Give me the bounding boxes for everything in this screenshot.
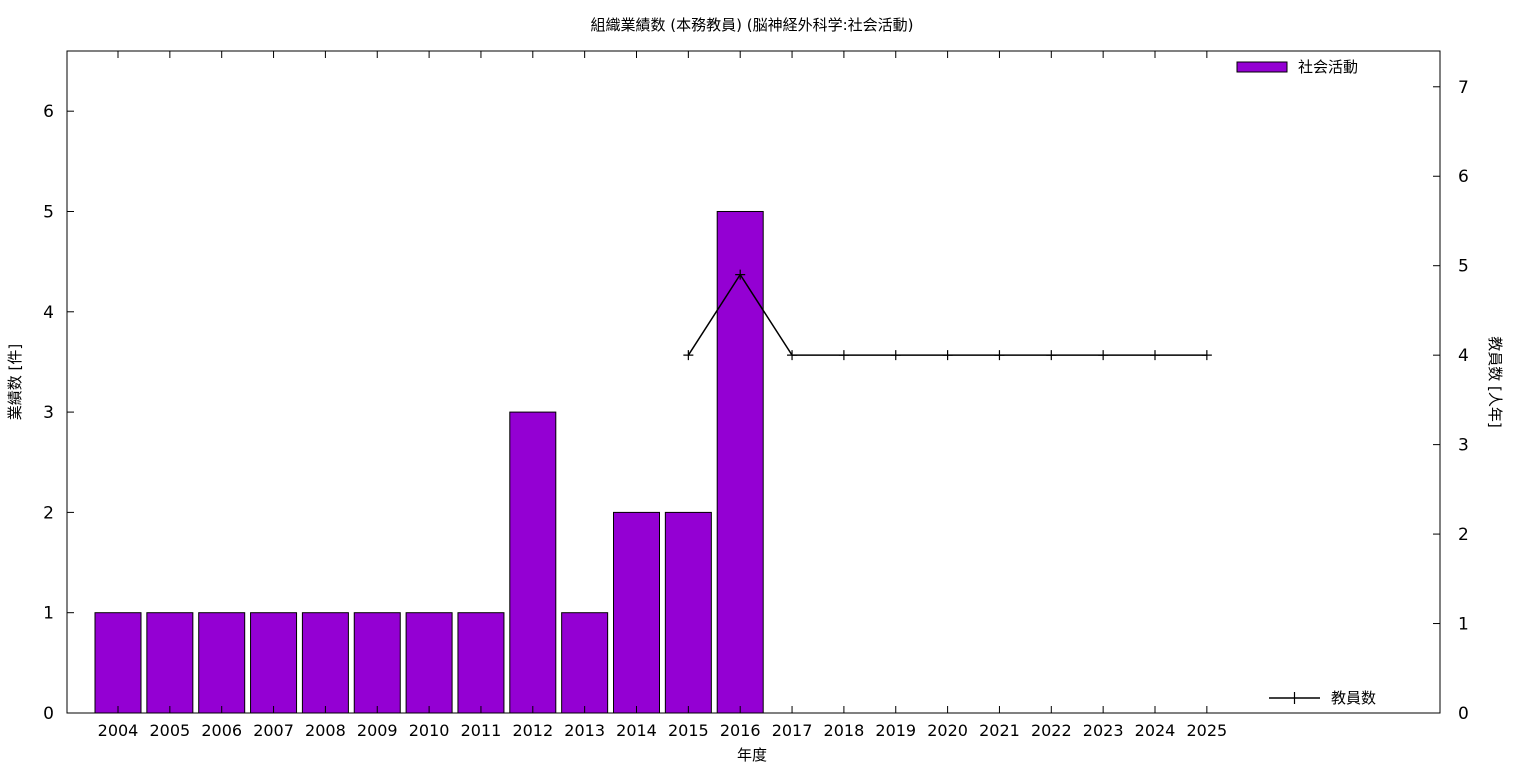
bar-2009	[353, 612, 401, 714]
bar-2014	[613, 511, 660, 714]
y2-axis-ticks: 0 1 2 3 4 5 6 7	[1433, 78, 1469, 724]
y-tick-label-5: 5	[43, 202, 54, 222]
line-point-2015	[683, 350, 694, 361]
line-path	[687, 273, 1207, 356]
bar-2013	[561, 612, 609, 714]
y2-tick-label-2: 2	[1458, 525, 1469, 545]
line-point-2024	[1150, 350, 1160, 361]
bar-series	[94, 210, 764, 714]
bar-2004	[94, 612, 142, 714]
x-tick-label-2008: 2008	[305, 721, 346, 740]
chart-title: 組織業績数 (本務教員) (脳神経外科学:社会活動)	[590, 16, 913, 34]
y-tick-label-6: 6	[43, 102, 54, 122]
line-point-2020	[942, 350, 953, 361]
line-point-2019	[890, 350, 901, 361]
y-tick-label-1: 1	[43, 604, 54, 624]
legend-line-label: 教員数	[1331, 689, 1376, 707]
line-point-2023	[1098, 350, 1109, 361]
y-tick-label-2: 2	[43, 503, 54, 523]
line-point-2018	[838, 350, 849, 361]
x-tick-label-2022: 2022	[1031, 721, 1072, 740]
x-tick-label-2010: 2010	[409, 721, 450, 740]
bar-2010	[405, 612, 453, 714]
y-axis-label: 業績数 [件]	[6, 344, 24, 420]
bar-2016	[716, 210, 764, 714]
y2-tick-label-1: 1	[1458, 615, 1469, 635]
bar-2006	[198, 612, 246, 714]
x-tick-label-2020: 2020	[927, 721, 968, 740]
x-tick-label-2011: 2011	[461, 721, 502, 740]
legend-line: 教員数	[1269, 689, 1376, 707]
x-tick-label-2023: 2023	[1083, 721, 1124, 740]
legend-bar-swatch	[1236, 61, 1288, 73]
bar-2012	[509, 411, 557, 714]
x-tick-label-2007: 2007	[253, 721, 294, 740]
y-tick-label-3: 3	[43, 403, 54, 423]
y-axis-ticks: 0 1 2 3 4 5 6	[43, 102, 74, 724]
y2-tick-label-5: 5	[1458, 257, 1469, 277]
x-tick-label-2019: 2019	[875, 721, 916, 740]
x-axis-ticks: 2004 2005 2006 2007 2008 2009 2010 2011 2012 2013…	[98, 51, 1227, 740]
bar-2015	[664, 511, 712, 714]
x-tick-label-2013: 2013	[564, 721, 605, 740]
line-point-2022	[1046, 350, 1057, 361]
line-point-2016	[735, 269, 746, 280]
line-series	[683, 269, 1212, 361]
y2-tick-label-0: 0	[1458, 704, 1469, 724]
bar-2007	[250, 612, 298, 714]
line-point-2017	[787, 350, 798, 361]
x-tick-label-2021: 2021	[979, 721, 1020, 740]
line-point-2021	[994, 350, 1005, 361]
y-tick-label-0: 0	[43, 704, 54, 724]
y-tick-label-4: 4	[43, 303, 54, 323]
x-tick-label-2015: 2015	[668, 721, 709, 740]
x-tick-label-2016: 2016	[720, 721, 761, 740]
x-tick-label-2025: 2025	[1186, 721, 1227, 740]
x-tick-label-2005: 2005	[149, 721, 190, 740]
legend-bar-label: 社会活動	[1298, 58, 1358, 76]
x-tick-label-2012: 2012	[512, 721, 553, 740]
y2-tick-label-3: 3	[1458, 436, 1469, 456]
bar-2008	[301, 612, 349, 714]
y2-axis-label: 教員数 [人年]	[1486, 336, 1504, 427]
line-point-2025	[1201, 350, 1212, 361]
legend-bars: 社会活動	[1236, 58, 1358, 76]
x-tick-label-2017: 2017	[772, 721, 813, 740]
x-tick-label-2024: 2024	[1135, 721, 1176, 740]
x-tick-label-2004: 2004	[98, 721, 139, 740]
y2-tick-label-7: 7	[1458, 78, 1469, 98]
x-axis-label: 年度	[737, 746, 767, 764]
y2-tick-label-4: 4	[1458, 346, 1469, 366]
bar-2011	[457, 612, 505, 714]
x-tick-label-2009: 2009	[357, 721, 398, 740]
x-tick-label-2018: 2018	[824, 721, 865, 740]
x-tick-label-2006: 2006	[201, 721, 242, 740]
bar-2005	[146, 612, 194, 714]
x-tick-label-2014: 2014	[616, 721, 657, 740]
y2-tick-label-6: 6	[1458, 167, 1469, 187]
